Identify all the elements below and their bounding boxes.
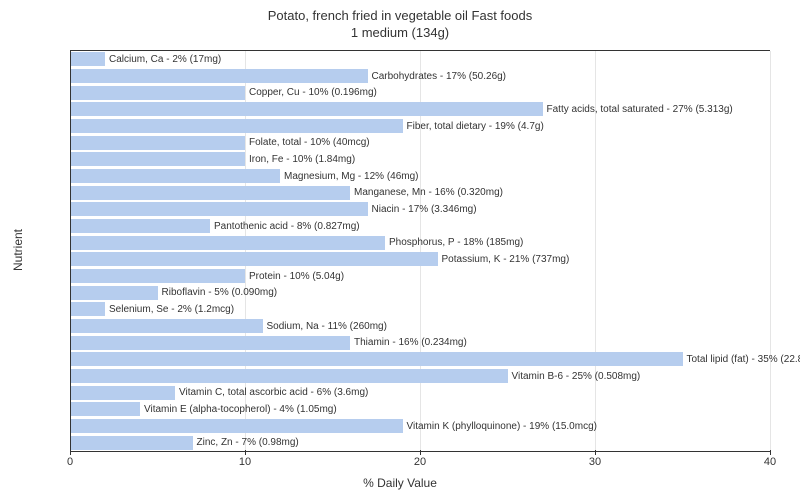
bar-label: Niacin - 17% (3.346mg) xyxy=(368,202,477,216)
nutrient-chart: Potato, french fried in vegetable oil Fa… xyxy=(0,0,800,500)
chart-title-line2: 1 medium (134g) xyxy=(0,25,800,42)
plot-area: Calcium, Ca - 2% (17mg) Carbohydrates - 1… xyxy=(70,50,770,452)
bar-label: Vitamin K (phylloquinone) - 19% (15.0mcg… xyxy=(403,419,597,433)
bar-label: Calcium, Ca - 2% (17mg) xyxy=(105,52,221,66)
bar-row: Niacin - 17% (3.346mg) xyxy=(70,202,770,216)
bar-label: Copper, Cu - 10% (0.196mg) xyxy=(245,86,377,100)
x-tick-label: 20 xyxy=(414,456,426,468)
nutrient-bar xyxy=(70,436,193,450)
bar-row: Zinc, Zn - 7% (0.98mg) xyxy=(70,436,770,450)
bar-row: Calcium, Ca - 2% (17mg) xyxy=(70,52,770,66)
nutrient-bar xyxy=(70,302,105,316)
bar-label: Phosphorus, P - 18% (185mg) xyxy=(385,236,523,250)
bar-label: Protein - 10% (5.04g) xyxy=(245,269,344,283)
nutrient-bar xyxy=(70,69,368,83)
bar-label: Carbohydrates - 17% (50.26g) xyxy=(368,69,507,83)
bar-row: Copper, Cu - 10% (0.196mg) xyxy=(70,86,770,100)
bar-row: Pantothenic acid - 8% (0.827mg) xyxy=(70,219,770,233)
nutrient-bar xyxy=(70,252,438,266)
bar-label: Vitamin E (alpha-tocopherol) - 4% (1.05m… xyxy=(140,402,337,416)
bar-row: Fatty acids, total saturated - 27% (5.31… xyxy=(70,102,770,116)
bar-row: Vitamin B-6 - 25% (0.508mg) xyxy=(70,369,770,383)
nutrient-bar xyxy=(70,319,263,333)
nutrient-bar xyxy=(70,52,105,66)
nutrient-bar xyxy=(70,136,245,150)
x-tick-label: 0 xyxy=(67,456,73,468)
bar-label: Zinc, Zn - 7% (0.98mg) xyxy=(193,436,299,450)
x-tick-mark xyxy=(770,450,771,455)
bar-label: Vitamin B-6 - 25% (0.508mg) xyxy=(508,369,641,383)
nutrient-bar xyxy=(70,386,175,400)
bar-row: Fiber, total dietary - 19% (4.7g) xyxy=(70,119,770,133)
chart-title-line1: Potato, french fried in vegetable oil Fa… xyxy=(0,8,800,25)
nutrient-bar xyxy=(70,352,683,366)
nutrient-bar xyxy=(70,169,280,183)
bar-row: Phosphorus, P - 18% (185mg) xyxy=(70,236,770,250)
bar-label: Potassium, K - 21% (737mg) xyxy=(438,252,570,266)
bar-row: Riboflavin - 5% (0.090mg) xyxy=(70,286,770,300)
bar-row: Potassium, K - 21% (737mg) xyxy=(70,252,770,266)
bar-label: Folate, total - 10% (40mcg) xyxy=(245,136,370,150)
bar-row: Vitamin K (phylloquinone) - 19% (15.0mcg… xyxy=(70,419,770,433)
bar-row: Manganese, Mn - 16% (0.320mg) xyxy=(70,186,770,200)
nutrient-bar xyxy=(70,419,403,433)
nutrient-bar xyxy=(70,336,350,350)
bar-row: Thiamin - 16% (0.234mg) xyxy=(70,336,770,350)
nutrient-bar xyxy=(70,402,140,416)
y-axis-line xyxy=(70,51,71,451)
nutrient-bar xyxy=(70,152,245,166)
bar-label: Fatty acids, total saturated - 27% (5.31… xyxy=(543,102,733,116)
x-axis-title: % Daily Value xyxy=(363,476,437,490)
bars-container: Calcium, Ca - 2% (17mg) Carbohydrates - 1… xyxy=(70,51,770,451)
bar-row: Selenium, Se - 2% (1.2mcg) xyxy=(70,302,770,316)
nutrient-bar xyxy=(70,119,403,133)
nutrient-bar xyxy=(70,269,245,283)
x-tick-label: 40 xyxy=(764,456,776,468)
nutrient-bar xyxy=(70,202,368,216)
bar-label: Iron, Fe - 10% (1.84mg) xyxy=(245,152,355,166)
bar-row: Folate, total - 10% (40mcg) xyxy=(70,136,770,150)
nutrient-bar xyxy=(70,86,245,100)
bar-label: Thiamin - 16% (0.234mg) xyxy=(350,336,467,350)
nutrient-bar xyxy=(70,369,508,383)
bar-label: Fiber, total dietary - 19% (4.7g) xyxy=(403,119,544,133)
y-axis-title: Nutrient xyxy=(11,229,25,271)
bar-row: Carbohydrates - 17% (50.26g) xyxy=(70,69,770,83)
nutrient-bar xyxy=(70,286,158,300)
chart-title: Potato, french fried in vegetable oil Fa… xyxy=(0,0,800,42)
nutrient-bar xyxy=(70,102,543,116)
bar-row: Protein - 10% (5.04g) xyxy=(70,269,770,283)
bar-label: Riboflavin - 5% (0.090mg) xyxy=(158,286,278,300)
bar-label: Pantothenic acid - 8% (0.827mg) xyxy=(210,219,360,233)
nutrient-bar xyxy=(70,186,350,200)
bar-label: Total lipid (fat) - 35% (22.85g) xyxy=(683,352,800,366)
nutrient-bar xyxy=(70,236,385,250)
bar-row: Iron, Fe - 10% (1.84mg) xyxy=(70,152,770,166)
bar-label: Sodium, Na - 11% (260mg) xyxy=(263,319,387,333)
x-tick-label: 10 xyxy=(239,456,251,468)
x-tick-label: 30 xyxy=(589,456,601,468)
bar-label: Magnesium, Mg - 12% (46mg) xyxy=(280,169,419,183)
bar-row: Total lipid (fat) - 35% (22.85g) xyxy=(70,352,770,366)
nutrient-bar xyxy=(70,219,210,233)
bar-label: Selenium, Se - 2% (1.2mcg) xyxy=(105,302,234,316)
bar-row: Magnesium, Mg - 12% (46mg) xyxy=(70,169,770,183)
bar-label: Manganese, Mn - 16% (0.320mg) xyxy=(350,186,503,200)
bar-label: Vitamin C, total ascorbic acid - 6% (3.6… xyxy=(175,386,368,400)
bar-row: Vitamin C, total ascorbic acid - 6% (3.6… xyxy=(70,386,770,400)
bar-row: Sodium, Na - 11% (260mg) xyxy=(70,319,770,333)
grid-line xyxy=(770,51,771,451)
bar-row: Vitamin E (alpha-tocopherol) - 4% (1.05m… xyxy=(70,402,770,416)
